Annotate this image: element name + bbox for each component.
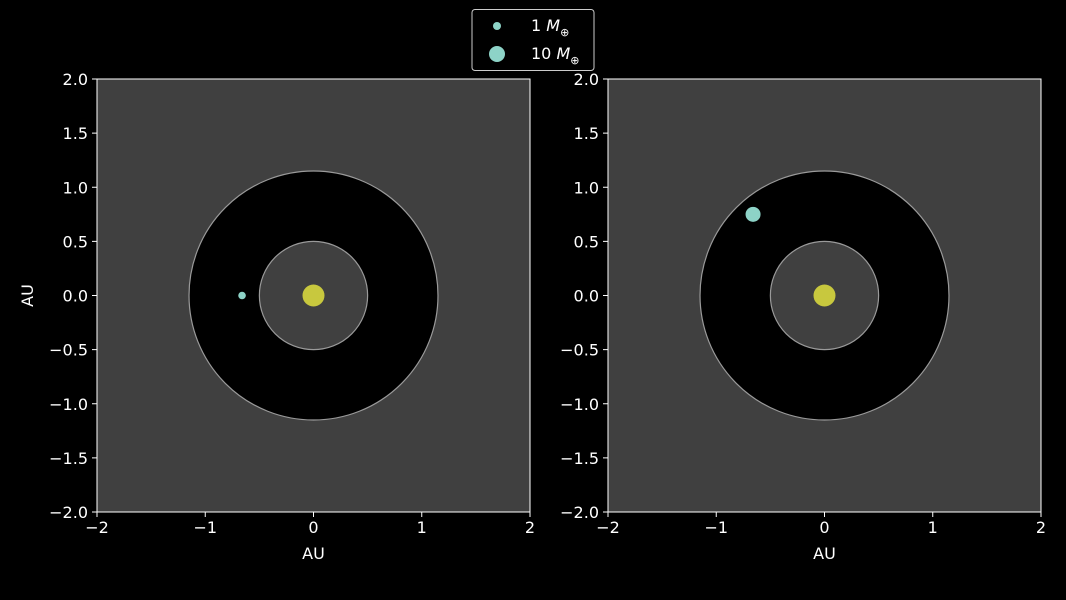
y-tick-label: −1.5 bbox=[49, 449, 88, 468]
panel-left: −2 −1 0 1 2 2.0 1.5 1.0 0.5 0.0 −0.5 −1.0 −1.5 −2.0 AU… bbox=[18, 70, 535, 563]
x-tick-label: 0 bbox=[308, 518, 318, 537]
y-tick-label: 1.0 bbox=[63, 178, 88, 197]
x-tick-label: 2 bbox=[1036, 518, 1046, 537]
x-tick-label: 1 bbox=[928, 518, 938, 537]
y-tick-label: −0.5 bbox=[560, 341, 599, 360]
x-tick-label: 2 bbox=[525, 518, 535, 537]
y-tick-label: 0.5 bbox=[574, 232, 599, 251]
x-axis-label: AU bbox=[813, 544, 836, 563]
legend-label-1-earth-mass: 1 M⊕ bbox=[531, 16, 569, 39]
legend: 1 M⊕ 10 M⊕ bbox=[471, 9, 595, 71]
y-tick-label: −0.5 bbox=[49, 341, 88, 360]
y-tick-label: −1.0 bbox=[49, 395, 88, 414]
star-marker bbox=[813, 284, 836, 307]
legend-marker-1-earth-mass bbox=[493, 22, 501, 30]
star-marker bbox=[302, 284, 325, 307]
x-tick-label: −2 bbox=[85, 518, 109, 537]
y-tick-label: 0.0 bbox=[63, 287, 88, 306]
x-axis-label: AU bbox=[302, 544, 325, 563]
x-tick-label: −1 bbox=[193, 518, 217, 537]
y-tick-label: 1.0 bbox=[574, 178, 599, 197]
y-tick-label: −2.0 bbox=[49, 503, 88, 522]
x-tick-label: 0 bbox=[819, 518, 829, 537]
planet-marker bbox=[238, 291, 246, 300]
legend-marker-10-earth-mass bbox=[489, 46, 505, 62]
y-tick-label: 1.5 bbox=[574, 124, 599, 143]
y-tick-label: 2.0 bbox=[574, 70, 599, 89]
x-tick-label: −1 bbox=[704, 518, 728, 537]
panels: −2 −1 0 1 2 2.0 1.5 1.0 0.5 0.0 −0.5 −1.0 −1.5 −2.0 AU… bbox=[18, 70, 1046, 563]
x-tick-label: 1 bbox=[417, 518, 427, 537]
y-tick-label: 1.5 bbox=[63, 124, 88, 143]
y-tick-label: 0.0 bbox=[574, 287, 599, 306]
legend-label-10-earth-mass: 10 M⊕ bbox=[531, 44, 579, 67]
y-tick-label: −1.5 bbox=[560, 449, 599, 468]
y-tick-label: 2.0 bbox=[63, 70, 88, 89]
panel-right: −2 −1 0 1 2 2.0 1.5 1.0 0.5 0.0 −0.5 −1.0 −1.5 −2.0 AU bbox=[560, 70, 1046, 563]
x-tick-label: −2 bbox=[596, 518, 620, 537]
planet-marker bbox=[745, 206, 761, 222]
y-axis-label: AU bbox=[18, 284, 37, 307]
y-tick-label: −2.0 bbox=[560, 503, 599, 522]
y-tick-label: 0.5 bbox=[63, 232, 88, 251]
y-tick-label: −1.0 bbox=[560, 395, 599, 414]
